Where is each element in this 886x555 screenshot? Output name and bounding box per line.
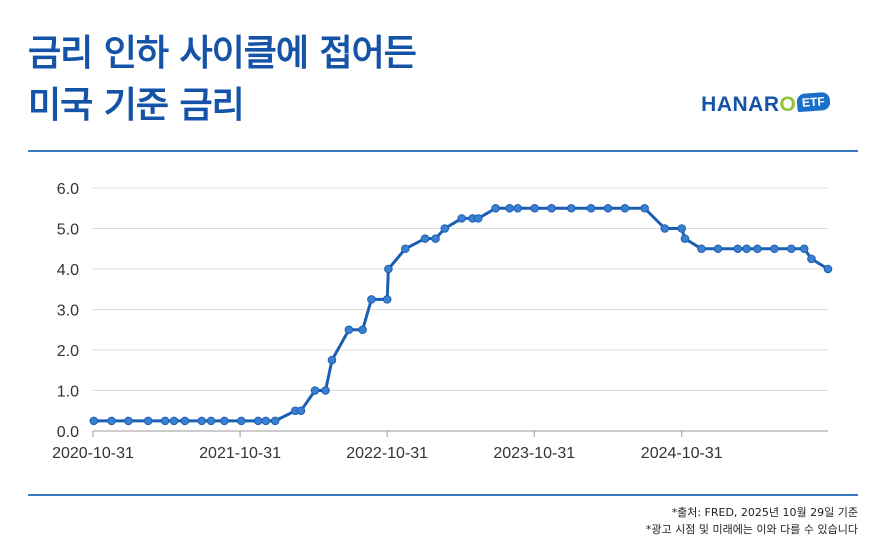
data-point — [160, 416, 170, 426]
x-tick-label: 2020-10-31 — [52, 445, 134, 462]
data-point — [586, 203, 596, 213]
data-point — [547, 203, 556, 213]
data-point — [107, 416, 116, 426]
data-point — [530, 203, 539, 213]
data-point — [770, 244, 779, 254]
disclaimer-note: *광고 시점 및 미래에는 이와 다를 수 있습니다 — [645, 523, 858, 536]
y-tick-label: 0.0 — [57, 424, 79, 441]
data-point — [384, 264, 393, 274]
data-point — [400, 244, 410, 254]
data-point — [505, 203, 514, 213]
data-point — [603, 203, 613, 213]
data-point — [261, 416, 271, 426]
data-point — [310, 386, 320, 395]
data-point — [697, 244, 706, 254]
y-tick-label: 1.0 — [57, 384, 79, 401]
data-point — [270, 416, 280, 426]
y-tick-label: 2.0 — [57, 343, 79, 360]
title-line-2: 미국 기준 금리 — [28, 85, 245, 126]
hanaro-etf-logo: HANARO ETF — [701, 91, 831, 117]
data-point — [823, 264, 833, 274]
data-point — [513, 203, 523, 213]
y-tick-label: 5.0 — [57, 222, 79, 239]
top-divider — [28, 150, 858, 152]
rate-series-line — [93, 206, 829, 423]
rate-line-chart: 0.0 1.0 2.0 3.0 4.0 5.0 6.0 2020-10-31 2021-10-3… — [52, 181, 833, 462]
data-point — [296, 406, 306, 416]
data-point — [640, 203, 649, 213]
logo-text-o: O — [779, 93, 797, 116]
x-tick-label: 2023-10-31 — [493, 445, 575, 462]
data-point — [253, 416, 263, 426]
page-title: 금리 인하 사이클에 접어든 미국 기준 금리 — [28, 28, 417, 132]
data-point — [321, 386, 330, 395]
data-point — [807, 254, 816, 264]
data-point — [327, 355, 337, 365]
logo-wordmark: HANARO — [701, 93, 796, 117]
x-tick-label: 2021-10-31 — [199, 445, 281, 462]
title-line-1: 금리 인하 사이클에 접어든 — [28, 33, 417, 74]
data-point — [473, 214, 483, 223]
footnotes: *출처: FRED, 2025년 10월 29일 기준 *광고 시점 및 미래에… — [646, 504, 858, 538]
data-point — [787, 244, 796, 254]
data-point — [358, 325, 367, 335]
data-point — [799, 244, 809, 254]
data-point — [124, 416, 133, 426]
y-tick-label: 3.0 — [57, 303, 79, 320]
data-point — [567, 203, 576, 213]
data-point — [457, 214, 467, 223]
data-point — [180, 416, 190, 426]
data-point — [431, 234, 440, 243]
source-note: *출처: FRED, 2025년 10월 29일 기준 — [671, 506, 858, 519]
logo-text-main: HANAR — [701, 93, 780, 116]
data-point — [220, 416, 229, 426]
data-point — [169, 416, 179, 426]
y-tick-label: 4.0 — [57, 262, 79, 279]
data-point — [660, 224, 670, 233]
data-point — [206, 416, 216, 426]
data-point — [742, 244, 751, 254]
data-point — [89, 416, 99, 426]
x-tick-label: 2024-10-31 — [641, 445, 723, 462]
data-point — [420, 234, 430, 243]
data-point — [733, 244, 743, 254]
data-point — [143, 416, 153, 426]
data-point — [440, 224, 450, 233]
logo-etf-badge: ETF — [796, 91, 831, 113]
data-point — [677, 224, 687, 233]
bottom-divider — [28, 494, 858, 496]
data-point — [491, 203, 500, 213]
data-point — [344, 325, 354, 335]
x-tick-label: 2022-10-31 — [346, 445, 428, 462]
data-point — [620, 203, 630, 213]
y-tick-label: 6.0 — [57, 181, 79, 198]
data-point — [236, 416, 246, 426]
data-point — [713, 244, 723, 254]
data-point — [753, 244, 762, 254]
data-point — [680, 234, 690, 243]
data-point — [197, 416, 207, 426]
data-point — [367, 295, 376, 304]
data-point — [382, 295, 392, 304]
